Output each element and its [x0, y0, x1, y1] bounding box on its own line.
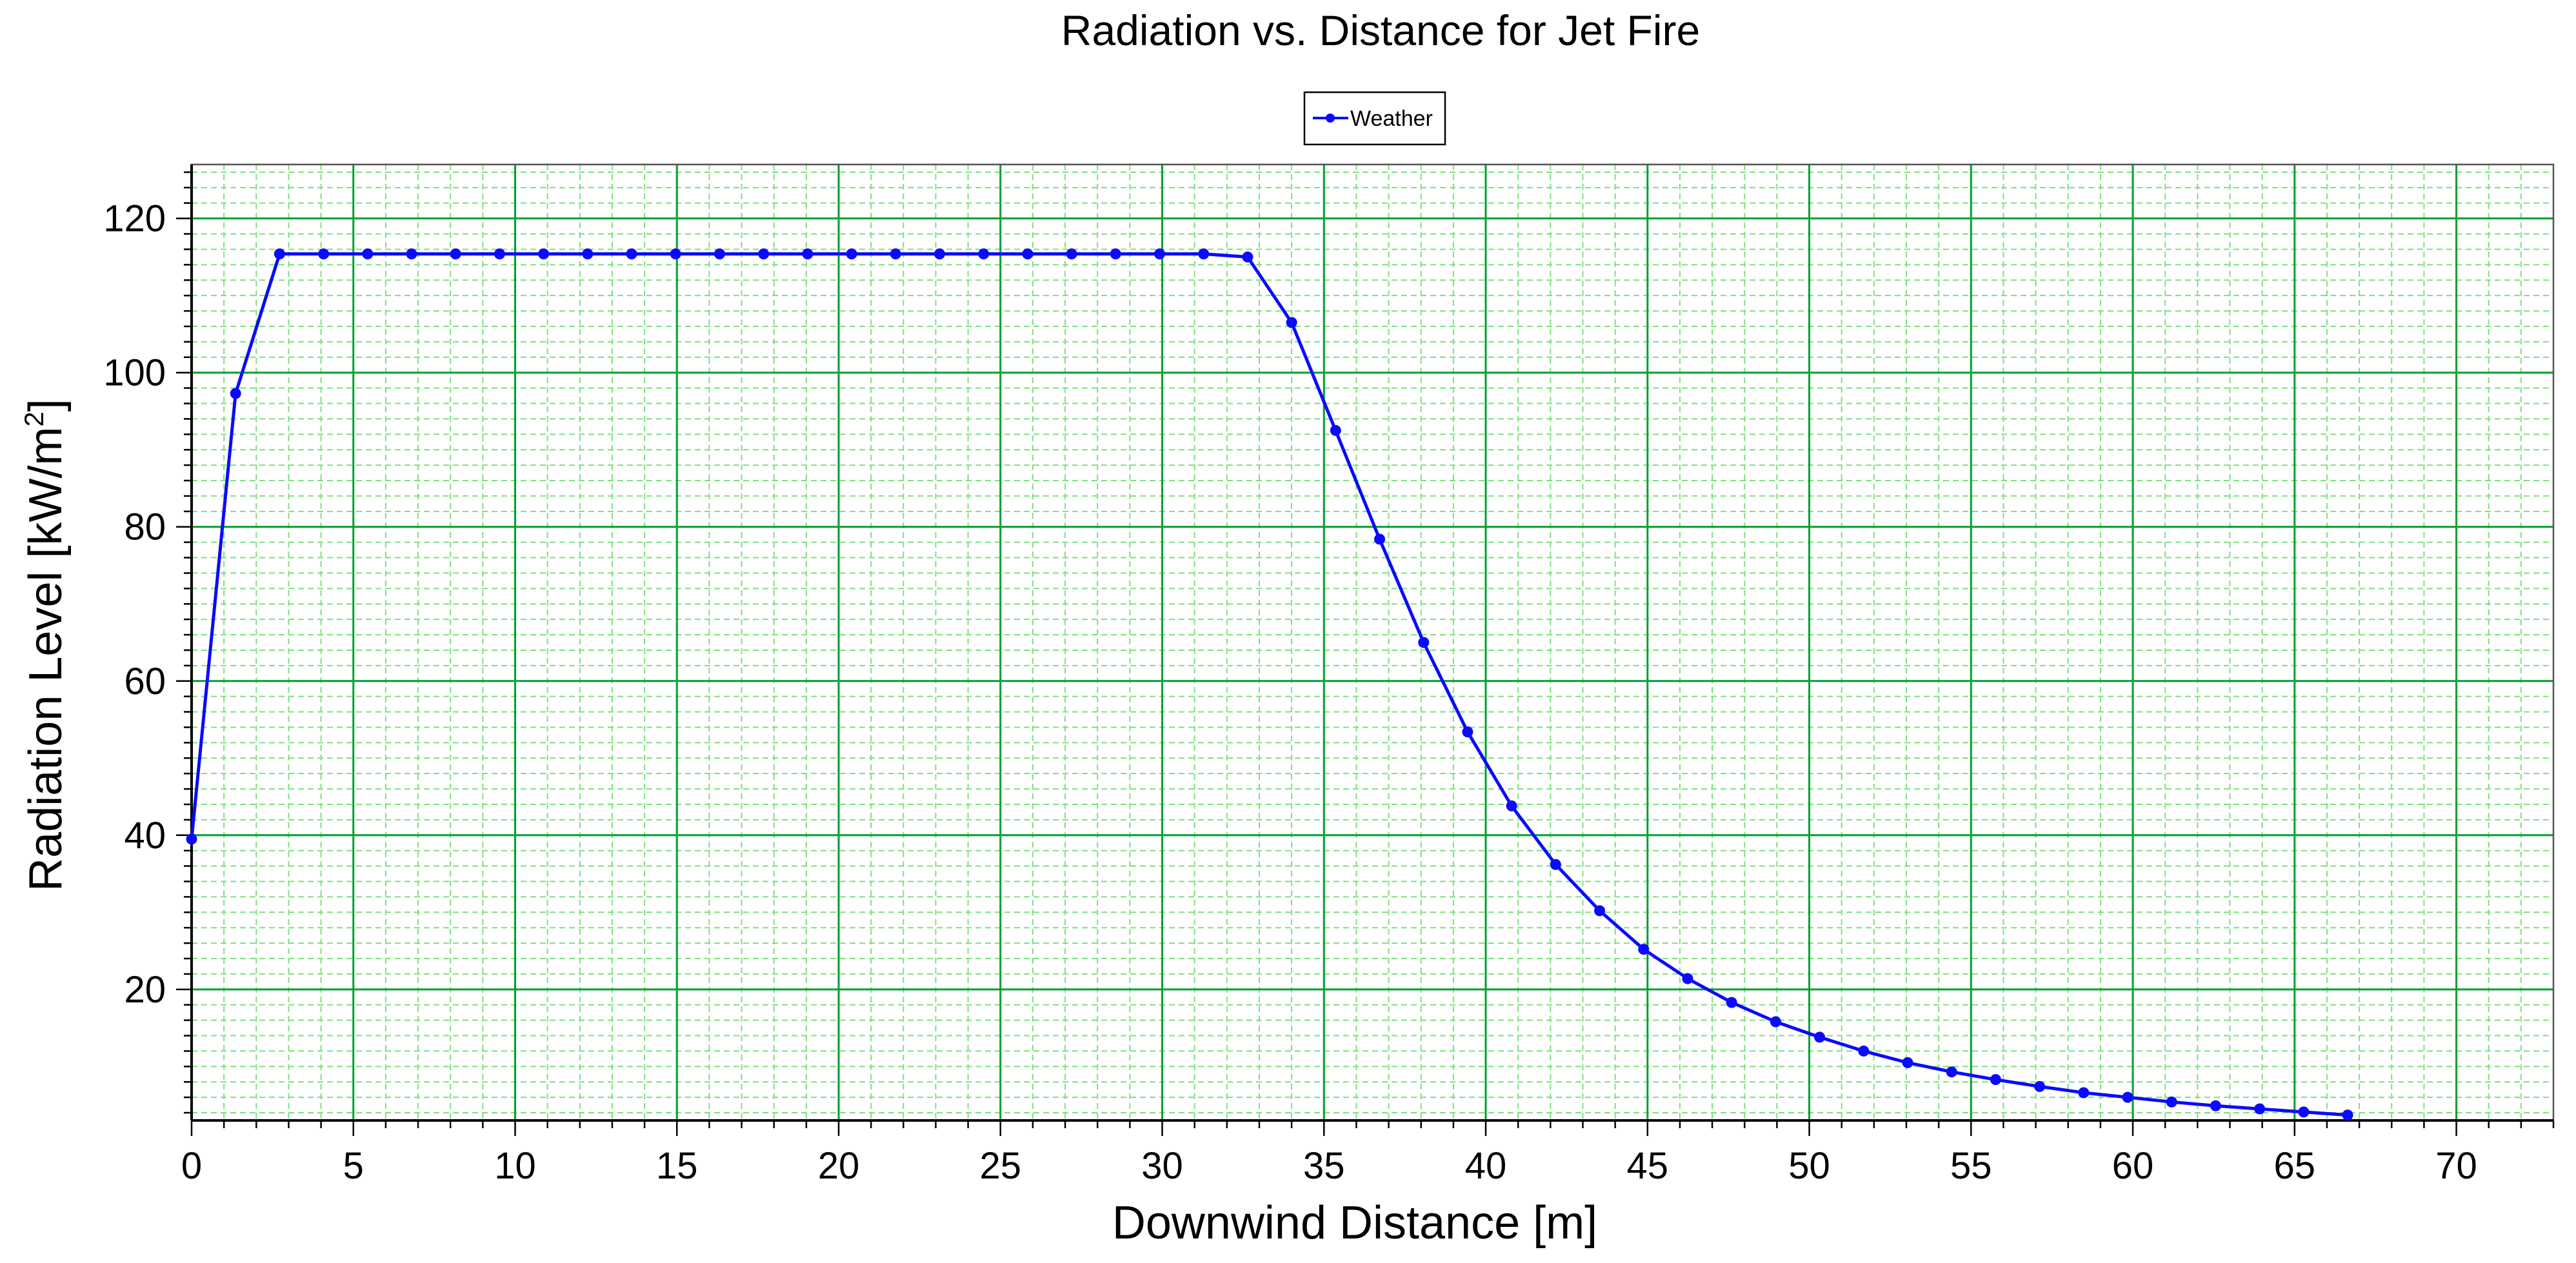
data-point	[1946, 1066, 1957, 1078]
minor-grid	[192, 164, 2554, 1120]
data-point	[1550, 859, 1561, 870]
data-point	[1770, 1016, 1781, 1028]
data-point	[362, 248, 374, 260]
data-point	[2298, 1106, 2310, 1118]
data-point	[1682, 973, 1693, 984]
legend-series-label: Weather	[1350, 106, 1433, 131]
data-point	[1462, 726, 1473, 738]
y-axis-label-main: Radiation Level [kW/m	[20, 427, 72, 891]
data-point	[450, 248, 461, 260]
x-tick-label: 50	[1788, 1145, 1830, 1187]
data-point	[274, 248, 285, 260]
data-point	[230, 388, 241, 399]
series-line-weather	[190, 252, 2348, 1117]
legend: Weather	[1303, 91, 1446, 146]
data-point	[1594, 905, 1606, 917]
data-point	[2342, 1109, 2353, 1121]
y-tick-labels: 20 40 60 80 100 120	[103, 198, 166, 1011]
data-point	[846, 248, 857, 260]
x-tick-label: 65	[2274, 1145, 2316, 1187]
y-tick-label: 80	[124, 506, 166, 548]
x-tick-label: 40	[1465, 1145, 1507, 1187]
x-tick-label: 5	[343, 1145, 364, 1187]
data-point	[2166, 1096, 2177, 1108]
y-tick-label: 100	[103, 352, 166, 394]
y-tick-label: 60	[124, 661, 166, 702]
x-tick-labels: 0 5 10 15 20 25 30 35 40 45 50 55 60 65 70	[181, 1145, 2477, 1187]
data-point	[318, 248, 330, 260]
axes	[190, 163, 2555, 1122]
x-tick-label: 55	[1950, 1145, 1992, 1187]
data-point	[978, 248, 990, 260]
data-point	[1990, 1074, 2001, 1086]
y-tick-label: 20	[124, 969, 166, 1011]
y-axis-label: Radiation Level [kW/m2]	[19, 399, 72, 891]
data-point	[1242, 251, 1253, 263]
data-point	[1814, 1031, 1826, 1043]
data-point	[714, 248, 725, 260]
data-point	[2210, 1100, 2221, 1111]
data-point	[494, 248, 505, 260]
x-tick-label: 0	[181, 1145, 202, 1187]
x-tick-label: 30	[1141, 1145, 1183, 1187]
y-tick-label: 40	[124, 815, 166, 857]
data-point	[186, 833, 197, 845]
data-point	[802, 248, 814, 260]
y-axis-label-superscript: 2	[19, 412, 49, 426]
x-tick-label: 70	[2435, 1145, 2477, 1187]
data-point	[1638, 944, 1650, 955]
x-tick-label: 35	[1303, 1145, 1345, 1187]
data-point	[2078, 1087, 2090, 1099]
data-point	[626, 248, 637, 260]
x-tick-label: 20	[818, 1145, 860, 1187]
data-point	[1154, 248, 1166, 260]
data-point	[582, 248, 594, 260]
data-point	[1022, 248, 1033, 260]
x-tick-label: 60	[2112, 1145, 2154, 1187]
data-point	[1286, 317, 1297, 328]
plot-area	[192, 164, 2553, 1120]
data-point	[2254, 1103, 2266, 1115]
x-axis-label: Downwind Distance [m]	[1112, 1197, 1597, 1249]
data-point	[406, 248, 417, 260]
data-point	[1110, 248, 1121, 260]
data-point	[934, 248, 945, 260]
data-point	[538, 248, 550, 260]
chart-title: Radiation vs. Distance for Jet Fire	[1061, 6, 1700, 54]
data-point	[890, 248, 901, 260]
data-point	[758, 248, 770, 260]
data-point	[2122, 1091, 2133, 1103]
data-point	[1726, 997, 1737, 1008]
data-point	[1506, 800, 1517, 811]
data-point	[1198, 248, 1210, 260]
data-point	[1858, 1045, 1870, 1057]
series-layer	[186, 248, 2353, 1121]
data-point	[1902, 1057, 1913, 1068]
y-axis-label-suffix: ]	[20, 399, 72, 412]
x-tick-label: 45	[1627, 1145, 1669, 1187]
data-point	[1066, 248, 1077, 260]
x-tick-label: 25	[980, 1145, 1022, 1187]
data-point	[1330, 424, 1341, 436]
major-grid	[192, 164, 2553, 1120]
data-point	[2034, 1080, 2046, 1092]
y-tick-label: 120	[103, 198, 166, 240]
x-tick-label: 15	[656, 1145, 698, 1187]
plot-background	[192, 164, 2553, 1120]
x-tick-label: 10	[494, 1145, 536, 1187]
data-point	[1418, 637, 1430, 648]
legend-marker	[1326, 114, 1335, 123]
data-point	[1374, 533, 1386, 545]
data-point	[670, 248, 681, 260]
